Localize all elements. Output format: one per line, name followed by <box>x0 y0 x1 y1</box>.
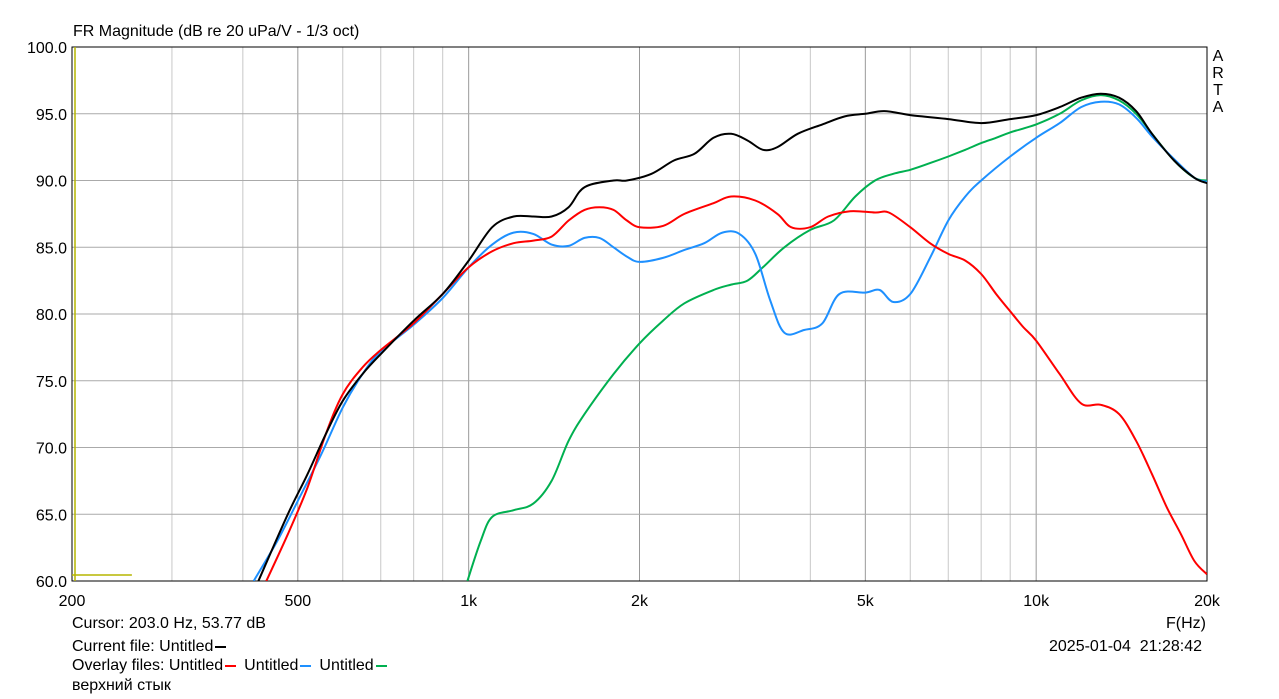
note-text: верхний стык <box>72 677 171 694</box>
overlay-files-line: Overlay files: Untitled Untitled Untitled <box>72 657 395 675</box>
y-tick-label: 85.0 <box>36 240 67 257</box>
series-line <box>466 94 1207 581</box>
y-tick-label: 100.0 <box>27 40 67 57</box>
current-file-line: Current file: Untitled <box>72 638 234 656</box>
overlay-file-swatch <box>225 664 237 667</box>
date-text: 2025-01-04 <box>1049 638 1131 655</box>
y-tick-label: 70.0 <box>36 441 67 458</box>
y-tick-label: 60.0 <box>36 574 67 591</box>
overlay-file-swatch <box>300 664 312 667</box>
x-tick-label: 1k <box>460 593 478 610</box>
timestamp: 2025-01-04 21:28:42 <box>1049 638 1202 656</box>
watermark-letter: A <box>1212 48 1224 65</box>
cursor-readout: Cursor: 203.0 Hz, 53.77 dB <box>72 615 266 632</box>
overlay-file-label: Untitled <box>244 657 299 674</box>
x-tick-label: 200 <box>59 593 86 610</box>
overlay-file-label: Untitled <box>319 657 374 674</box>
x-tick-label: 2k <box>631 593 649 610</box>
chart-title: FR Magnitude (dB re 20 uPa/V - 1/3 oct) <box>73 23 360 40</box>
time-text: 21:28:42 <box>1139 638 1203 655</box>
y-tick-label: 65.0 <box>36 507 67 524</box>
current-file-swatch <box>215 645 227 648</box>
arta-watermark: A R T A <box>1211 48 1225 116</box>
x-tick-label: 5k <box>857 593 875 610</box>
x-axis-label: F(Hz) <box>1166 615 1206 632</box>
plot-frame <box>71 46 1208 582</box>
x-tick-label: 500 <box>284 593 311 610</box>
watermark-letter: T <box>1213 82 1223 99</box>
watermark-letter: R <box>1212 65 1224 82</box>
y-tick-label: 75.0 <box>36 374 67 391</box>
series-line <box>257 92 1207 581</box>
overlay-prefix: Overlay files: <box>72 657 165 674</box>
overlay-file-swatch <box>375 664 387 667</box>
y-tick-label: 95.0 <box>36 107 67 124</box>
current-file-label: Current file: Untitled <box>72 638 214 655</box>
series-line <box>252 100 1207 581</box>
overlay-file-label: Untitled <box>168 657 224 674</box>
x-tick-label: 20k <box>1194 593 1221 610</box>
watermark-letter: A <box>1212 99 1224 116</box>
y-tick-label: 90.0 <box>36 174 67 191</box>
x-tick-label: 10k <box>1023 593 1050 610</box>
y-tick-label: 80.0 <box>36 307 67 324</box>
